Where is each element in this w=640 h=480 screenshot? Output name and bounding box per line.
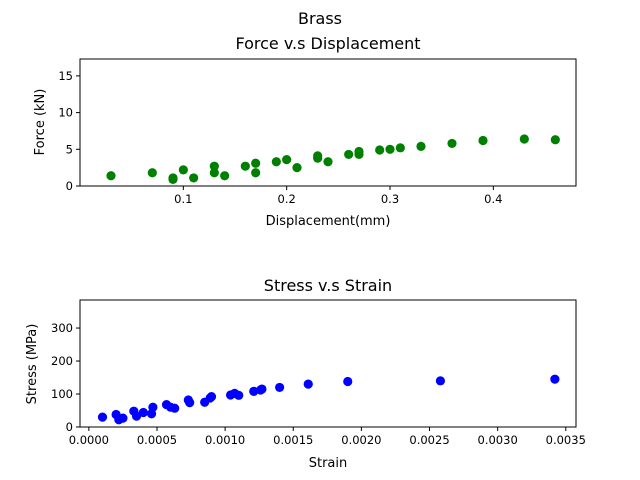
chart-title: Stress v.s Strain (264, 276, 392, 295)
data-point (249, 386, 259, 396)
x-tick-label: 0.3 (381, 192, 399, 206)
y-tick-label: 0 (66, 179, 73, 193)
y-tick-label: 10 (58, 106, 73, 120)
data-point (385, 144, 395, 154)
data-point (257, 384, 267, 394)
data-point (282, 154, 292, 165)
data-point (313, 153, 323, 163)
data-point (395, 143, 405, 153)
data-point (185, 397, 195, 408)
data-point (303, 379, 313, 389)
data-point (251, 168, 261, 178)
x-axis-ticks: 0.0000 0.0005 0.0010 0.0015 0.0020 0.0025 0.00… (69, 427, 586, 447)
data-point (189, 173, 199, 183)
y-tick-label: 15 (58, 69, 73, 83)
x-tick-label: 0.0030 (478, 433, 518, 447)
data-point (519, 134, 529, 144)
x-tick-label: 0.2 (278, 192, 296, 206)
y-tick-label: 300 (51, 321, 73, 335)
data-point (138, 407, 148, 418)
y-axis-ticks: 0 100 200 300 (51, 321, 80, 434)
y-axis-ticks: 0 5 10 15 (58, 69, 80, 193)
data-points (106, 134, 560, 184)
data-point (251, 158, 261, 168)
data-point (178, 165, 188, 175)
data-point (220, 171, 230, 181)
data-point (118, 413, 128, 423)
x-tick-label: 0.0005 (137, 433, 177, 447)
y-tick-label: 0 (66, 420, 73, 434)
x-tick-label: 0.0025 (409, 433, 449, 447)
y-axis-label: Force (kN) (33, 89, 48, 156)
data-points (97, 374, 560, 425)
x-tick-label: 0.4 (484, 192, 502, 206)
data-point (209, 168, 219, 178)
data-point (240, 161, 250, 171)
x-tick-label: 0.0015 (273, 433, 313, 447)
data-point (206, 392, 217, 402)
data-point (550, 135, 560, 145)
plot-area-frame (79, 58, 577, 187)
data-point (354, 149, 364, 160)
plot-area-frame (79, 299, 577, 428)
data-point (209, 161, 219, 171)
x-axis-label: Displacement(mm) (266, 214, 391, 229)
data-point (416, 141, 426, 151)
data-point (550, 374, 560, 384)
data-point (323, 157, 333, 167)
data-point (447, 138, 457, 149)
stress-strain-chart: Stress v.s Strain 0.0000 0.0005 0.0010 0.00… (25, 276, 586, 471)
data-point (148, 402, 158, 412)
data-point (435, 376, 446, 386)
data-point (343, 376, 353, 387)
y-axis-label: Stress (MPa) (25, 324, 40, 405)
x-tick-label: 0.0010 (205, 433, 245, 447)
data-point (147, 168, 157, 178)
data-point (170, 403, 180, 413)
figure-suptitle: Brass (298, 9, 342, 28)
x-axis-label: Strain (309, 456, 348, 471)
data-point (106, 171, 116, 181)
data-point (344, 149, 354, 160)
data-point (271, 157, 281, 167)
x-tick-label: 0.0020 (341, 433, 381, 447)
data-point (168, 173, 178, 183)
data-point (275, 382, 285, 393)
x-axis-ticks: 0.1 0.2 0.3 0.4 (174, 186, 502, 206)
y-tick-label: 5 (66, 142, 73, 156)
data-point (478, 135, 488, 146)
y-tick-label: 100 (51, 387, 73, 401)
chart-title: Force v.s Displacement (235, 34, 420, 53)
data-point (234, 390, 244, 400)
data-point (292, 163, 302, 173)
force-displacement-chart: Force v.s Displacement 0.1 0.2 0.3 0.4 0 5 10… (33, 34, 577, 229)
data-point (97, 412, 108, 422)
x-tick-label: 0.1 (174, 192, 192, 206)
x-tick-label: 0.0035 (546, 433, 586, 447)
data-point (131, 411, 142, 421)
data-point (375, 145, 385, 155)
x-tick-label: 0.0000 (69, 433, 109, 447)
y-tick-label: 200 (51, 354, 73, 368)
